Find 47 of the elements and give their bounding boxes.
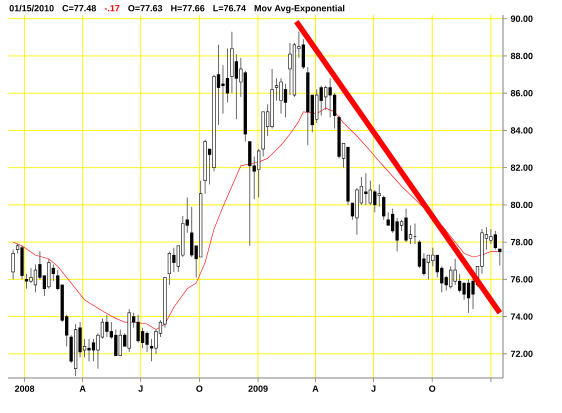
candlestick [462,282,466,300]
text: 01/15/2010 [10,4,54,12]
y-tick-label: 80.00 [510,202,533,208]
text: Mov Avg-Exponential [254,4,344,14]
candlestick [87,338,91,362]
x-tick-label: 2009 [248,386,268,392]
candlestick [413,223,417,244]
text: C=77.48 [62,5,96,12]
x-tick-label: O [429,386,436,392]
x-tick-label: A [312,386,318,392]
candlestick [288,42,292,96]
candlestick [274,78,278,102]
candlestick [29,268,33,284]
y-tick-label: 72.00 [510,350,533,357]
text: H=77.66 [171,5,204,12]
y-tick-label: 90.00 [510,16,533,22]
x-tick-label: 2008 [14,386,34,392]
candlestick [489,228,493,244]
candlestick [168,250,172,286]
y-tick-label: 74.00 [510,313,533,320]
candlestick [382,195,386,220]
candlestick [498,248,502,266]
y-tick-label: 84.00 [510,127,533,134]
x-tick-label: A [80,386,86,392]
y-tick-label: 88.00 [510,52,533,60]
candlestick [279,78,283,114]
x-tick-label: O [196,386,202,392]
candlestick [284,83,288,118]
candlestick [34,264,38,293]
y-tick-label: 86.00 [510,90,533,96]
x-tick-label: J [138,386,143,392]
text: O=77.63 [128,5,162,12]
text: -.17 [104,5,120,12]
candlestick [24,273,28,290]
candlestick [404,208,408,243]
candlestick [92,338,96,362]
y-tick-label: 76.00 [510,276,533,283]
candlestick [466,278,470,314]
candlestick [226,48,230,103]
candlestick [395,217,399,252]
candlestick [221,64,225,114]
y-tick-label: 78.00 [510,238,533,246]
candlestick [11,249,15,280]
text: L=76.74 [213,5,246,12]
y-tick-label: 82.00 [510,164,533,171]
x-tick-label: J [371,386,376,392]
candlestick [145,331,149,352]
